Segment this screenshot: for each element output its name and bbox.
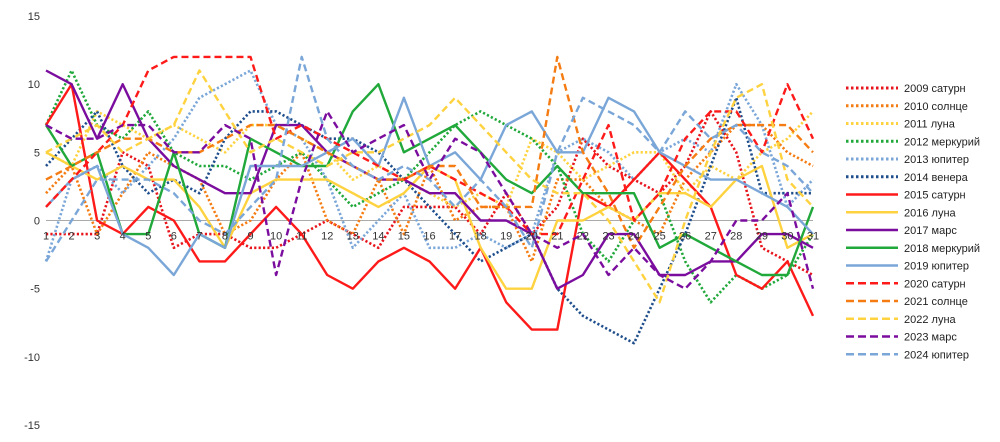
y-tick-label: -10: [24, 352, 40, 364]
y-tick-label: 5: [34, 147, 40, 159]
x-tick-label: 26: [679, 231, 691, 243]
x-tick-label: 20: [526, 231, 538, 243]
x-tick-label: 13: [347, 231, 359, 243]
y-tick-label: 0: [34, 216, 40, 228]
legend-label-1: 2010 солнце: [904, 101, 968, 113]
x-tick-label: 25: [653, 231, 665, 243]
x-tick-label: 10: [270, 231, 282, 243]
series-line-12: [45, 55, 814, 250]
x-tick-label: 12: [321, 231, 333, 243]
legend-label-12: 2021 солнце: [904, 296, 968, 308]
y-tick-label: 10: [28, 79, 40, 91]
x-tick-label: 27: [705, 231, 717, 243]
x-tick-label: 24: [628, 231, 640, 243]
x-axis-labels: 1 2 3 4 5 6 7 8 9 10 11 12 13 14 15 16 17 18 19 20 21 22 23 24 2…: [43, 231, 819, 243]
x-tick-label: 14: [372, 231, 384, 243]
x-tick-label: 18: [475, 231, 487, 243]
x-tick-label: 5: [145, 231, 151, 243]
y-tick-label: -5: [30, 284, 40, 296]
x-tick-label: 1: [43, 231, 49, 243]
series-line-4: [44, 69, 814, 262]
legend-label-5: 2014 венера: [904, 172, 969, 184]
x-tick-label: 11: [296, 231, 307, 243]
legend-label-4: 2013 юпитер: [904, 154, 969, 166]
x-tick-label: 22: [577, 231, 589, 243]
series-line-14: [45, 110, 815, 290]
x-tick-label: 3: [94, 231, 100, 243]
legend-label-7: 2016 луна: [904, 207, 957, 219]
legend-label-14: 2023 марс: [904, 332, 957, 344]
series-line-8: [45, 69, 814, 290]
legend-label-3: 2012 меркурий: [904, 136, 980, 148]
x-tick-label: 31: [807, 231, 819, 243]
series-line-15: [44, 55, 814, 263]
legend-label-8: 2017 марс: [904, 225, 957, 237]
y-tick-label: -15: [24, 420, 40, 432]
x-tick-label: 21: [551, 231, 563, 243]
x-tick-label: 15: [398, 231, 410, 243]
legend: 2009 сатурн 2010 солнце 2011 луна 2012 мерк…: [846, 83, 980, 361]
x-tick-label: 19: [500, 231, 512, 243]
series-line-13: [45, 69, 814, 304]
x-tick-label: 7: [196, 231, 202, 243]
series-layer: [44, 55, 815, 345]
series-line-6: [44, 82, 815, 331]
x-tick-label: 17: [449, 231, 461, 243]
legend-label-11: 2020 сатурн: [904, 278, 966, 290]
x-tick-label: 23: [602, 231, 614, 243]
y-tick-label: 15: [28, 11, 40, 23]
x-tick-label: 16: [423, 231, 435, 243]
x-tick-label: 6: [171, 231, 177, 243]
legend-label-0: 2009 сатурн: [904, 83, 966, 95]
x-tick-label: 2: [69, 231, 75, 243]
x-tick-label: 8: [222, 231, 228, 243]
legend-label-10: 2019 юпитер: [904, 261, 969, 273]
legend-label-13: 2022 луна: [904, 314, 957, 326]
x-tick-label: 4: [120, 231, 126, 243]
series-line-11: [45, 55, 815, 236]
x-tick-label: 29: [756, 231, 768, 243]
legend-label-2: 2011 луна: [904, 119, 956, 131]
legend-label-9: 2018 меркурий: [904, 243, 980, 255]
y-axis-labels: -15 -10 -5 0 5 10 15: [24, 11, 40, 432]
legend-label-15: 2024 юпитер: [904, 349, 969, 361]
series-line-0: [46, 110, 814, 277]
x-tick-label: 9: [247, 231, 253, 243]
x-tick-label: 28: [730, 231, 742, 243]
legend-label-6: 2015 сатурн: [904, 190, 966, 202]
x-tick-label: 30: [781, 231, 793, 243]
